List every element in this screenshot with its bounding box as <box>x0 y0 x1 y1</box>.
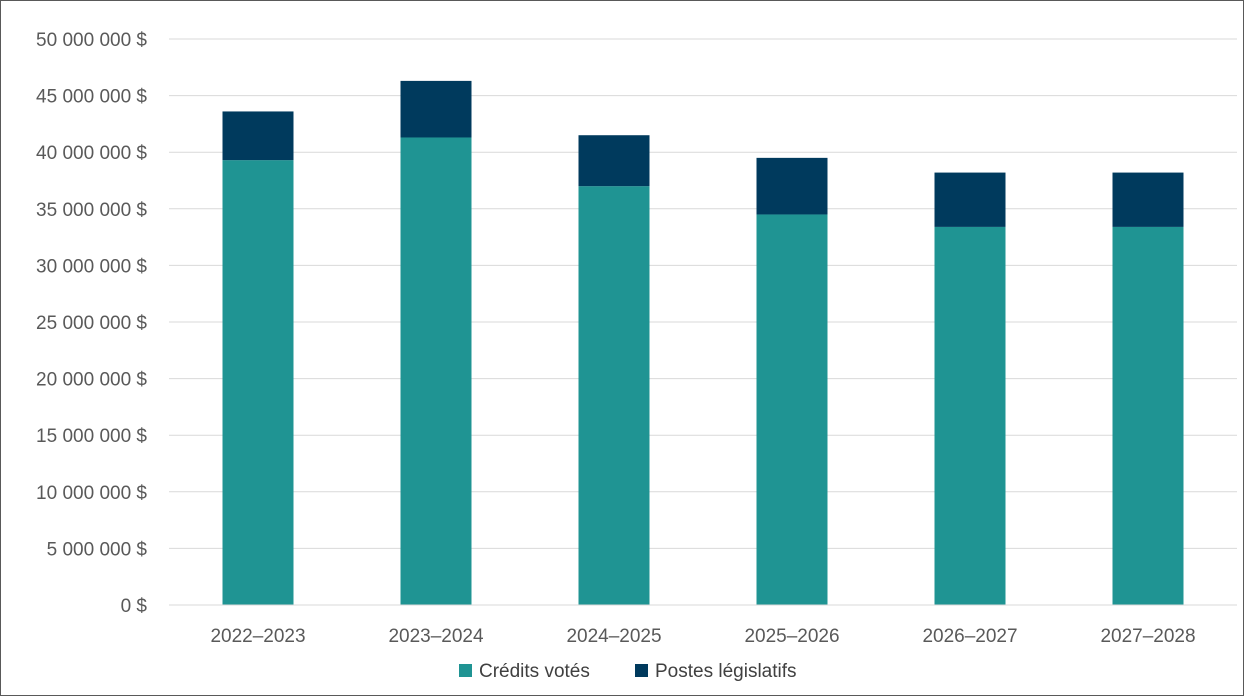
y-tick-label: 5 000 000 $ <box>47 539 148 560</box>
legend-swatch-credits-votes <box>459 664 472 677</box>
bar-postes-legislatifs <box>400 80 472 138</box>
legend-label-credits-votes: Crédits votés <box>479 661 590 682</box>
y-tick-label: 10 000 000 $ <box>36 483 147 504</box>
y-tick-label: 0 $ <box>121 596 148 617</box>
y-tick-label: 35 000 000 $ <box>36 200 147 221</box>
bar-credits-votes <box>222 160 294 605</box>
bar-credits-votes <box>578 186 650 605</box>
bar-credits-votes <box>756 214 828 605</box>
bar-postes-legislatifs <box>1112 172 1184 227</box>
legend-label-postes-legislatifs: Postes législatifs <box>655 661 797 682</box>
bar-postes-legislatifs <box>222 111 294 161</box>
bar-credits-votes <box>934 226 1006 606</box>
x-tick-label: 2023–2024 <box>388 626 484 647</box>
y-tick-label: 25 000 000 $ <box>36 313 147 334</box>
y-tick-label: 40 000 000 $ <box>36 143 147 164</box>
y-tick-label: 45 000 000 $ <box>36 87 147 108</box>
bar-postes-legislatifs <box>934 172 1006 227</box>
bar-credits-votes <box>1112 226 1184 606</box>
bar-postes-legislatifs <box>578 135 650 187</box>
x-tick-label: 2025–2026 <box>744 626 839 647</box>
x-tick-label: 2024–2025 <box>566 626 661 647</box>
y-tick-label: 15 000 000 $ <box>36 426 147 447</box>
bar-credits-votes <box>400 137 472 605</box>
x-tick-label: 2026–2027 <box>922 626 1017 647</box>
legend-swatch-postes-legislatifs <box>635 664 648 677</box>
y-tick-label: 50 000 000 $ <box>36 30 147 51</box>
x-tick-label: 2022–2023 <box>210 626 305 647</box>
bar-postes-legislatifs <box>756 157 828 215</box>
y-tick-label: 30 000 000 $ <box>36 256 147 277</box>
y-tick-label: 20 000 000 $ <box>36 370 147 391</box>
x-tick-label: 2027–2028 <box>1100 626 1195 647</box>
